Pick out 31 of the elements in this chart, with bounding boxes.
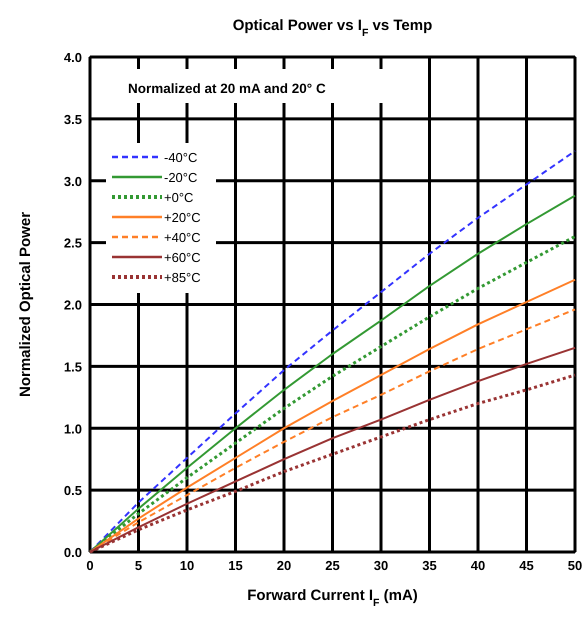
annotation: Normalized at 20 mA and 20° C: [128, 81, 326, 96]
x-tick-label: 20: [276, 558, 292, 573]
x-tick-label: 10: [180, 558, 194, 573]
x-tick-label: 5: [134, 558, 142, 573]
y-tick-label: 0.5: [64, 483, 82, 498]
x-tick-label: 30: [374, 558, 388, 573]
y-tick-label: 2.5: [64, 236, 82, 251]
x-tick-label: 15: [228, 558, 243, 573]
y-tick-label: 0.0: [64, 545, 82, 560]
x-tick-label: 25: [325, 558, 340, 573]
legend-label: +60°C: [164, 250, 201, 265]
chart-title: Optical Power vs I$_{F}$ vs Temp: [232, 17, 432, 39]
legend-label: +20°C: [164, 210, 201, 225]
legend-label: +0°C: [164, 190, 194, 205]
y-axis-title: Normalized Optical Power: [17, 212, 34, 398]
y-tick-label: 1.5: [64, 359, 82, 374]
x-tick-label: 40: [470, 558, 486, 573]
y-tick-label: 4.0: [64, 50, 82, 65]
x-tick-label: 35: [422, 558, 437, 573]
x-tick-label: 0: [86, 558, 94, 573]
legend-label: +40°C: [164, 230, 201, 245]
y-tick-label: 2.0: [64, 298, 82, 312]
x-axis-title: Forward Current I$_{F}$ (mA): [247, 587, 418, 609]
y-tick-label: 3.0: [64, 174, 82, 189]
legend-label: -20°C: [164, 170, 198, 185]
x-tick-label: 45: [519, 558, 534, 573]
legend-label: -40°C: [164, 150, 198, 165]
x-tick-label: 50: [568, 558, 582, 573]
legend-label: +85°C: [164, 270, 201, 285]
y-tick-label: 3.5: [64, 112, 82, 127]
y-tick-label: 1.0: [64, 421, 82, 436]
